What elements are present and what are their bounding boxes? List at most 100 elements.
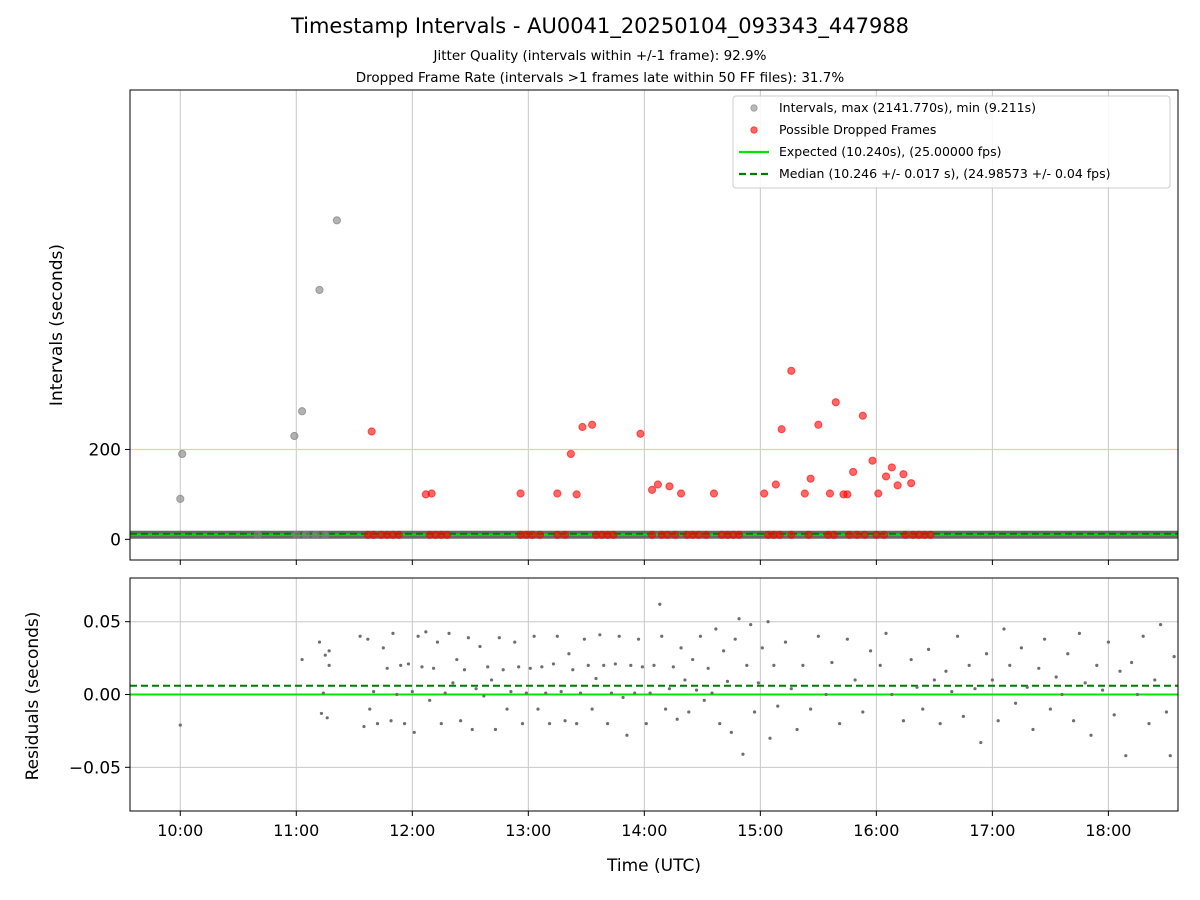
residual-point-3 (319, 711, 324, 716)
residual-point-82 (636, 637, 641, 641)
residual-point-54 (528, 666, 532, 670)
residual-point-155 (1019, 646, 1023, 650)
dropped-point-22 (825, 489, 835, 498)
dropped-point-8 (588, 420, 597, 429)
dropped-point-54 (609, 530, 618, 539)
residual-point-28 (428, 698, 432, 702)
residual-point-44 (489, 678, 494, 682)
residual-point-104 (722, 649, 726, 653)
residual-point-73 (602, 663, 606, 667)
dropped-point-5 (566, 449, 575, 459)
x-tick-label-2: 12:00 (389, 821, 435, 840)
residual-point-134 (890, 692, 894, 697)
residual-point-49 (509, 689, 513, 694)
residual-point-130 (861, 710, 865, 714)
dropped-point-44 (443, 530, 452, 539)
dropped-point-12 (665, 482, 674, 491)
residual-point-133 (884, 631, 888, 635)
bottom-y-axis-ticks: −0.05 0.00 0.05 (69, 613, 130, 778)
residual-point-143 (950, 689, 954, 694)
residual-point-1 (300, 657, 304, 662)
interval-point-5 (297, 407, 307, 416)
legend-expected-label: Expected (10.240s), (25.00000 fps) (779, 144, 1001, 159)
interval-point-10 (311, 530, 320, 539)
residual-point-98 (698, 634, 703, 638)
residual-point-179 (1158, 623, 1163, 627)
residual-point-176 (1141, 634, 1145, 638)
residual-point-11 (366, 637, 370, 641)
residual-point-87 (658, 602, 662, 606)
residual-point-32 (443, 691, 447, 695)
residual-point-161 (1054, 675, 1058, 679)
dropped-point-73 (829, 530, 838, 539)
residual-point-100 (706, 666, 710, 670)
residual-point-115 (766, 620, 770, 624)
residual-point-99 (702, 698, 706, 702)
dropped-point-11 (653, 480, 662, 489)
residual-point-75 (609, 691, 614, 695)
residual-point-93 (679, 646, 683, 650)
dropped-point-31 (887, 463, 896, 472)
legend-intervals-marker (750, 104, 758, 112)
dropped-point-21 (814, 420, 823, 429)
residual-point-8 (327, 649, 331, 653)
residual-point-109 (741, 752, 745, 756)
residual-point-15 (381, 646, 385, 650)
residual-point-29 (431, 666, 436, 670)
residual-point-157 (1031, 727, 1035, 732)
residual-point-121 (795, 727, 799, 732)
residual-point-53 (524, 691, 528, 695)
x-tick-label-8: 18:00 (1085, 821, 1131, 840)
residual-point-112 (752, 710, 757, 714)
x-tick-label-4: 14:00 (621, 821, 667, 840)
residual-point-132 (878, 663, 882, 667)
residual-point-68 (582, 637, 586, 641)
residual-point-168 (1095, 663, 1099, 667)
x-tick-label-1: 11:00 (273, 821, 319, 840)
dropped-point-32 (893, 481, 902, 490)
residual-point-172 (1118, 669, 1122, 673)
residual-point-165 (1077, 631, 1081, 635)
residual-point-21 (402, 722, 407, 726)
residuals-series (178, 602, 1176, 758)
residual-point-19 (395, 692, 399, 697)
residual-point-58 (544, 691, 548, 695)
x-tick-label-6: 16:00 (853, 821, 899, 840)
residual-point-9 (358, 634, 362, 638)
dropped-frames-series (363, 366, 935, 539)
residual-point-159 (1042, 637, 1047, 641)
interval-point-4 (290, 431, 299, 441)
residual-point-153 (1008, 663, 1012, 667)
residual-point-80 (629, 663, 633, 667)
residual-point-118 (776, 704, 780, 708)
top-y-axis-ticks: 0 200 (89, 440, 130, 550)
residual-point-50 (513, 640, 517, 644)
residual-point-92 (675, 717, 679, 721)
residual-point-59 (547, 722, 552, 726)
residual-point-23 (410, 689, 414, 694)
residual-point-116 (768, 736, 772, 740)
residual-point-34 (451, 681, 455, 685)
bottom-y-tick-label-0: −0.05 (69, 758, 121, 778)
residual-point-91 (671, 665, 675, 669)
residual-point-12 (368, 707, 372, 711)
residual-point-76 (613, 662, 617, 666)
dropped-point-74 (845, 530, 854, 539)
jitter-quality-subtitle: Jitter Quality (intervals within +/-1 fr… (433, 48, 767, 64)
dropped-point-36 (369, 530, 378, 539)
residual-point-147 (973, 687, 977, 691)
residual-point-169 (1100, 688, 1105, 692)
residual-point-125 (824, 692, 828, 697)
residual-point-2 (317, 640, 322, 644)
residual-point-129 (853, 678, 857, 682)
residual-point-181 (1168, 754, 1172, 758)
residual-point-89 (664, 707, 668, 711)
residual-point-27 (424, 630, 428, 634)
dropped-point-28 (868, 456, 877, 465)
residual-point-13 (372, 689, 376, 694)
residual-point-60 (551, 662, 556, 666)
residual-point-150 (990, 678, 994, 682)
residual-point-52 (520, 722, 525, 726)
residual-point-171 (1112, 713, 1116, 717)
